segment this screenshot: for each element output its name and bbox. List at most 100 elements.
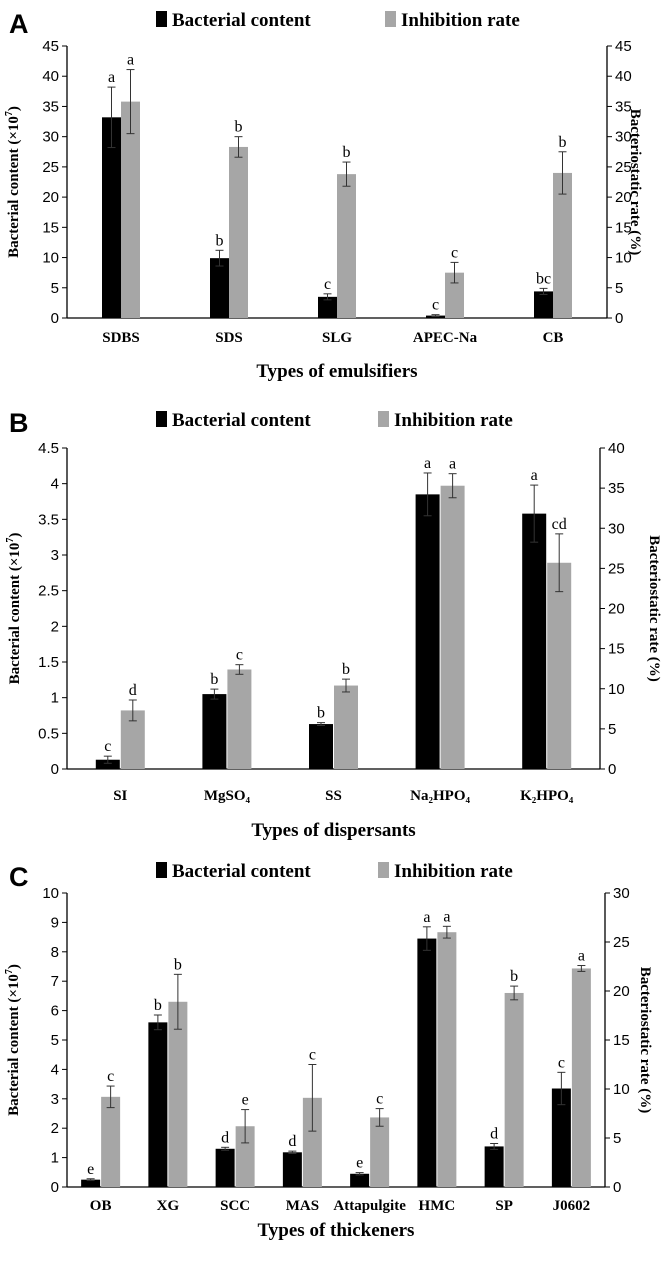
legend-swatch-inhibition: [378, 411, 389, 427]
bar-inhibition-rate: [437, 932, 457, 1187]
y-tick-label-left: 35: [42, 98, 59, 115]
y-tick-label-right: 30: [613, 885, 630, 902]
significance-label-bacterial: b: [154, 997, 162, 1014]
y-tick-label-left: 30: [42, 129, 59, 146]
significance-label-bacterial: c: [104, 738, 111, 755]
y-tick-label-right: 25: [613, 934, 630, 951]
y-tick-label-right: 15: [613, 1032, 630, 1049]
significance-label-inhibition: c: [309, 1047, 316, 1064]
bar-inhibition-rate: [229, 146, 248, 318]
y-axis-title-left: Bacterial content (×107): [4, 964, 22, 1116]
bar-bacterial-content: [318, 296, 337, 318]
y-tick-label-right: 20: [613, 983, 630, 1000]
y-axis-title-left-end: ): [6, 106, 22, 111]
y-tick-label-left: 7: [51, 973, 59, 990]
y-tick-label-left: 2: [51, 618, 59, 635]
bar-bacterial-content: [522, 513, 547, 769]
significance-label-bacterial: d: [490, 1125, 498, 1142]
y-axis-title-left-main: Bacterial content (×10: [6, 116, 22, 258]
bar-bacterial-content: [415, 494, 440, 769]
significance-label-inhibition: a: [127, 52, 134, 69]
y-axis-title-left: Bacterial content (×107): [5, 533, 23, 685]
y-tick-label-left: 4.5: [38, 440, 59, 457]
y-tick-label-left: 1: [51, 1150, 59, 1167]
y-tick-label-left: 0: [51, 761, 59, 778]
y-tick-label-right: 5: [615, 280, 623, 297]
chart-panel-a: A Bacterial content Inhibition rate 0 5 10 15 2…: [4, 9, 643, 382]
significance-label-bacterial: e: [87, 1161, 94, 1178]
y-tick-label-right: 10: [608, 681, 625, 698]
bar-inhibition-rate: [571, 968, 591, 1187]
x-category-label: CB: [543, 330, 564, 346]
panel-label: A: [9, 9, 29, 39]
y-tick-label-left: 8: [51, 944, 59, 961]
y-axis-title-left-exponent: 7: [4, 111, 15, 116]
y-axis-title-left-exponent: 7: [4, 969, 15, 974]
y-tick-label-left: 25: [42, 159, 59, 176]
y-axis-title-left-exponent: 7: [5, 538, 16, 543]
x-category-label: XG: [157, 1198, 180, 1214]
bar-inhibition-rate: [504, 992, 524, 1187]
significance-label-bacterial: bc: [536, 270, 551, 287]
significance-label-inhibition: cd: [552, 516, 567, 533]
significance-label-inhibition: b: [342, 661, 350, 678]
bar-bacterial-content: [210, 258, 229, 318]
bar-inhibition-rate: [334, 685, 358, 769]
bar-inhibition-rate: [101, 1096, 121, 1187]
y-axis-title-right: Bacteriostatic rate (%): [646, 535, 662, 682]
x-category-label: Attapulgite: [333, 1198, 406, 1214]
x-category-label: SCC: [220, 1198, 250, 1214]
y-tick-label-right: 25: [608, 560, 625, 577]
significance-label-inhibition: b: [174, 956, 182, 973]
significance-label-bacterial: b: [317, 705, 325, 722]
x-category-label: J0602: [553, 1198, 591, 1214]
y-tick-label-right: 5: [608, 721, 616, 738]
bar-bacterial-content: [282, 1152, 302, 1187]
panel-label: B: [9, 408, 29, 438]
legend-label-inhibition: Inhibition rate: [394, 410, 513, 431]
significance-label-bacterial: a: [108, 69, 115, 86]
y-tick-label-left: 10: [42, 885, 59, 902]
y-tick-label-right: 30: [608, 520, 625, 537]
y-axis-title-right: Bacteriostatic rate (%): [637, 967, 653, 1114]
significance-label-inhibition: c: [107, 1068, 114, 1085]
y-tick-label-left: 1: [51, 690, 59, 707]
y-tick-label-left: 0: [51, 1179, 59, 1196]
y-tick-label-right: 40: [615, 68, 632, 85]
bar-bacterial-content: [551, 1088, 571, 1187]
y-tick-label-left: 3: [51, 1091, 59, 1108]
y-axis-title-left-end: ): [7, 533, 23, 538]
y-tick-label-right: 5: [613, 1130, 621, 1147]
x-category-label: SS: [325, 788, 342, 804]
bar-inhibition-rate: [121, 101, 140, 318]
x-category-label: OB: [90, 1198, 112, 1214]
y-tick-label-left: 3.5: [38, 511, 59, 528]
y-tick-label-left: 6: [51, 1003, 59, 1020]
y-tick-label-right: 30: [615, 129, 632, 146]
significance-label-inhibition: a: [449, 456, 456, 473]
legend-label-bacterial: Bacterial content: [172, 410, 311, 431]
bar-inhibition-rate: [227, 669, 252, 769]
x-category-label: MgSO₄: [204, 788, 251, 804]
y-tick-label-left: 1.5: [38, 654, 59, 671]
significance-label-bacterial: a: [531, 467, 538, 484]
y-tick-label-left: 2.5: [38, 583, 59, 600]
x-axis-title: Types of dispersants: [251, 820, 415, 841]
bar-bacterial-content: [148, 1022, 168, 1187]
y-axis-title-left-end: ): [6, 964, 22, 969]
bar-inhibition-rate: [370, 1117, 390, 1187]
y-tick-label-left: 15: [42, 219, 59, 236]
x-category-label: SI: [113, 788, 127, 804]
bar-bacterial-content: [102, 117, 121, 318]
y-axis-title-left-main: Bacterial content (×10: [6, 974, 22, 1116]
y-axis-title-left: Bacterial content (×107): [4, 106, 22, 258]
y-tick-label-right: 35: [608, 480, 625, 497]
bar-bacterial-content: [534, 291, 553, 318]
significance-label-inhibition: c: [236, 647, 243, 664]
y-tick-label-right: 20: [608, 601, 625, 618]
y-tick-label-left: 9: [51, 914, 59, 931]
y-tick-label-left: 4: [51, 476, 59, 493]
significance-label-bacterial: a: [423, 909, 430, 926]
significance-label-bacterial: d: [288, 1133, 296, 1150]
y-tick-label-left: 20: [42, 189, 59, 206]
